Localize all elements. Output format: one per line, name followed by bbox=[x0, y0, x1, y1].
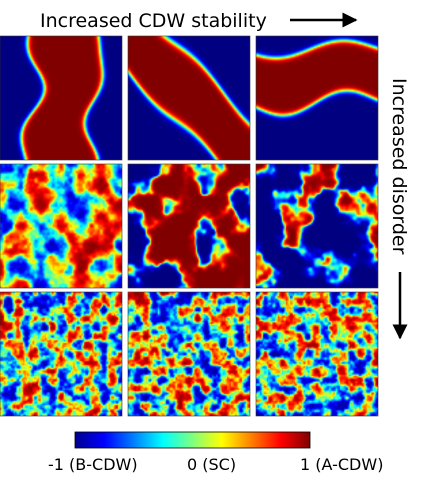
panel-frame bbox=[127, 163, 251, 289]
panel-frame bbox=[0, 163, 123, 289]
panel-r1-c3 bbox=[256, 36, 378, 160]
colorbar bbox=[74, 431, 311, 449]
colorbar-max-label: 1 (A-CDW) bbox=[300, 455, 383, 474]
panel-grid bbox=[0, 35, 379, 417]
panel-r3-c3 bbox=[256, 292, 378, 416]
top-label: Increased CDW stability bbox=[40, 10, 267, 32]
panel-r2-c1 bbox=[0, 164, 122, 288]
right-label: Increased disorder bbox=[388, 78, 410, 255]
colorbar-mid-label: 0 (SC) bbox=[187, 455, 236, 474]
panel-r2-c2 bbox=[128, 164, 250, 288]
panel-r2-c3 bbox=[256, 164, 378, 288]
colorbar-min-label: -1 (B-CDW) bbox=[48, 455, 138, 474]
panel-r1-c2 bbox=[128, 36, 250, 160]
panel-frame bbox=[127, 291, 251, 417]
panel-r3-c2 bbox=[128, 292, 250, 416]
panel-r1-c1 bbox=[0, 36, 122, 160]
panel-frame bbox=[255, 291, 379, 417]
panel-frame bbox=[255, 163, 379, 289]
panel-frame bbox=[0, 291, 123, 417]
panel-frame bbox=[0, 35, 123, 161]
panel-r3-c1 bbox=[0, 292, 122, 416]
panel-frame bbox=[255, 35, 379, 161]
panel-frame bbox=[127, 35, 251, 161]
